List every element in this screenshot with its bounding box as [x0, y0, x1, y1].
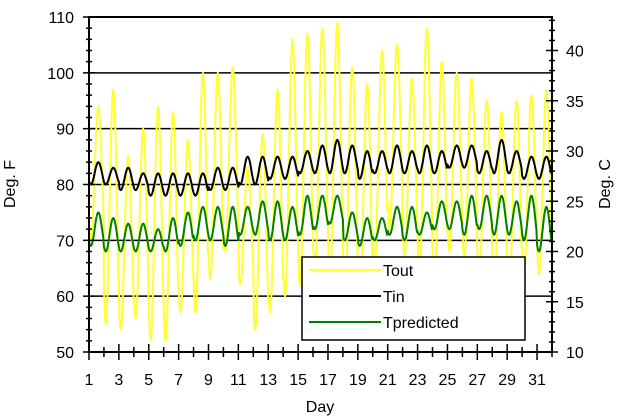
- y-right-tick-label: 15: [566, 295, 584, 312]
- y-left-tick-label: 80: [56, 178, 74, 195]
- x-tick-label: 27: [468, 372, 486, 389]
- x-tick-label: 31: [528, 372, 546, 389]
- y-left-tick-label: 110: [48, 10, 74, 27]
- legend-label-tin: Tin: [383, 289, 405, 306]
- y-right-tick-label: 10: [566, 345, 584, 362]
- y-left-tick-label: 60: [56, 289, 74, 306]
- x-tick-label: 21: [379, 372, 397, 389]
- x-tick-label: 7: [174, 372, 183, 389]
- y-right-tick-label: 20: [566, 245, 584, 262]
- x-tick-label: 9: [204, 372, 213, 389]
- x-tick-label: 1: [85, 372, 94, 389]
- y-right-ticks: 10 15 20 25 30 35 40: [546, 19, 584, 362]
- x-tick-label: 11: [230, 372, 247, 389]
- series-line-tpredicted: [88, 194, 553, 253]
- x-axis-title: Day: [306, 399, 334, 416]
- y-right-tick-label: 40: [566, 44, 584, 61]
- series-line-tout: [88, 21, 553, 342]
- x-tick-label: 15: [289, 372, 307, 389]
- x-tick-label: 19: [349, 372, 367, 389]
- x-tick-label: 17: [319, 372, 337, 389]
- y-right-axis-title: Deg. C: [597, 159, 614, 209]
- x-tick-label: 29: [498, 372, 516, 389]
- series-lines: [88, 21, 553, 342]
- y-right-tick-label: 25: [566, 194, 584, 211]
- series-line-tin: [88, 138, 553, 197]
- y-right-tick-label: 35: [566, 94, 584, 111]
- y-right-tick-label: 30: [566, 144, 584, 161]
- y-left-ticks: 50 60 70 80 90 100 110: [47, 10, 95, 362]
- x-ticks: 1 3 5 7 9 11 13 15 17 19 21 23 25 27 29 31: [85, 344, 553, 389]
- x-tick-label: 5: [144, 372, 153, 389]
- x-tick-label: 23: [409, 372, 427, 389]
- y-left-tick-label: 50: [56, 345, 74, 362]
- y-left-tick-label: 100: [47, 66, 74, 83]
- legend: Tout Tin Tpredicted: [301, 256, 526, 341]
- x-tick-label: 25: [439, 372, 457, 389]
- x-tick-label: 13: [259, 372, 277, 389]
- x-tick-label: 3: [114, 372, 123, 389]
- y-left-axis-title: Deg. F: [2, 160, 19, 208]
- legend-label-tpredicted: Tpredicted: [383, 315, 459, 332]
- y-left-tick-label: 90: [56, 122, 74, 139]
- y-left-tick-label: 70: [56, 233, 74, 250]
- legend-label-tout: Tout: [383, 263, 414, 280]
